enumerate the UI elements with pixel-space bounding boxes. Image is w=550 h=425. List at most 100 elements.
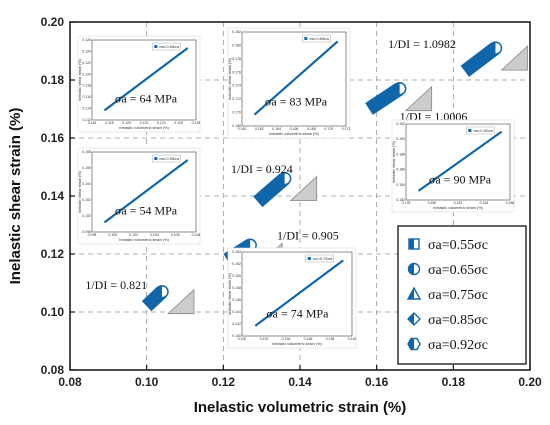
inset-y-label: Inelastic shear strain (%) [228, 272, 232, 315]
inset-y-tick: 0.106 [82, 166, 91, 170]
series-3 [253, 171, 318, 208]
inset-legend-box [302, 34, 331, 43]
series-4 [365, 81, 433, 115]
inset-y-tick: 0.098 [82, 230, 91, 234]
inset-x-tick: 0.126 [174, 121, 183, 125]
legend-entry: σa=0.85σc [428, 313, 488, 328]
inset-frame [91, 151, 197, 233]
series-end-marker-fill [393, 82, 400, 95]
inset-x-tick: 0.130 [238, 337, 247, 341]
y-tick-label: 0.08 [41, 363, 65, 377]
inset-legend-label: σa=0.65σa [159, 44, 179, 49]
inset-frame [241, 251, 353, 337]
legend: σa=0.55σc σa=0.65σc σa=0.75σc σa=0.85σc σa=0… [397, 225, 527, 365]
inset-4: 0.178 0.180 0.182 0.184 0.186 0.182 0.184 0.186… [391, 119, 514, 213]
legend-marker [406, 286, 422, 300]
inset-y-tick: 0.178 [232, 57, 241, 61]
inset-legend-label: σa=0.75σa [313, 256, 333, 261]
inset-x-label: Inelastic volumetric strain (%) [119, 126, 169, 130]
x-tick-label: 0.14 [288, 375, 312, 389]
inset-x-tick: 0.170 [324, 127, 333, 131]
inset-x-tick: 0.172 [342, 127, 351, 131]
inset-stress-label: σa = 54 MPa [115, 203, 178, 217]
inset-x-tick: 0.132 [260, 337, 269, 341]
series-end-marker-fill [156, 285, 162, 298]
inset-legend-marker [154, 45, 158, 48]
legend-entry: σa=0.65σc [428, 263, 488, 278]
inset-y-tick: 0.170 [232, 111, 241, 115]
inset-x-tick: 0.106 [171, 233, 180, 237]
inset-data-line [417, 130, 503, 192]
inset-x-tick: 0.100 [108, 233, 117, 237]
y-tick-label: 0.12 [41, 247, 65, 261]
inset-x-tick: 0.098 [88, 233, 97, 237]
inset-y-tick: 0.152 [232, 262, 241, 266]
inset-y-tick: 0.172 [232, 97, 241, 101]
inset-x-tick: 0.108 [192, 233, 201, 237]
inset-data-line [103, 47, 189, 112]
inset-x-tick: 0.182 [454, 201, 463, 205]
inset-y-label: Inelastic shear strain (%) [392, 140, 396, 183]
inset-data-line [254, 259, 344, 327]
inset-y-tick: 0.140 [232, 334, 241, 338]
inset-y-tick: 0.122 [82, 61, 91, 65]
inset-x-tick: 0.124 [157, 121, 166, 125]
slope-triangle [166, 288, 195, 315]
legend-marker-fill [408, 338, 414, 350]
inset-x-tick: 0.140 [348, 337, 357, 341]
legend-marker-fill [408, 263, 414, 275]
inset-legend-label: σa=0.92σa [473, 128, 493, 133]
legend-marker [408, 238, 420, 250]
inset-y-label: Inelastic shear strain (%) [228, 57, 232, 100]
inset-legend-marker [154, 157, 158, 160]
series-end-marker-fill [278, 172, 285, 185]
inset-y-tick: 0.186 [396, 168, 405, 172]
inset-x-tick: 0.162 [255, 127, 264, 131]
inset-y-tick: 0.114 [83, 107, 92, 111]
inset-x-tick: 0.180 [428, 201, 437, 205]
series-5 [460, 41, 528, 77]
inset-frame [405, 123, 511, 201]
inset-y-tick: 0.176 [232, 70, 241, 74]
series-end-marker-fill [489, 42, 496, 55]
inset-y-tick: 0.174 [232, 84, 241, 88]
inset-y-tick: 0.108 [82, 150, 91, 154]
inset-frame [241, 31, 347, 127]
inset-y-tick: 0.102 [82, 198, 91, 202]
x-tick-label: 0.12 [212, 375, 236, 389]
legend-marker-fill [408, 313, 414, 325]
inset-y-tick: 0.182 [232, 30, 241, 34]
y-tick-label: 0.16 [41, 131, 65, 145]
di-annotation: 1/DI = 0.821 [85, 278, 147, 292]
legend-marker [407, 312, 421, 326]
inset-y-tick: 0.148 [232, 286, 241, 290]
inset-legend-box [305, 254, 334, 263]
x-tick-label: 0.18 [442, 375, 466, 389]
inset-x-label: Inelastic volumetric strain (%) [433, 206, 483, 210]
inset-x-tick: 0.104 [150, 233, 159, 237]
inset-x-tick: 0.164 [272, 127, 281, 131]
inset-1: 0.116 0.118 0.120 0.122 0.124 0.126 0.128 0.112… [77, 35, 200, 133]
inset-y-tick: 0.184 [396, 183, 405, 187]
legend-entry: σa=0.92σc [428, 338, 488, 353]
inset-y-tick: 0.142 [232, 322, 241, 326]
inset-x-tick: 0.184 [480, 201, 489, 205]
inset-stress-label: σa = 74 MPa [266, 307, 329, 321]
legend-marker-fill [409, 239, 414, 249]
legend-marker [407, 262, 421, 276]
x-tick-label: 0.10 [135, 375, 159, 389]
series-1 [141, 284, 195, 315]
inset-y-tick: 0.100 [82, 214, 91, 218]
x-tick-label: 0.08 [58, 375, 82, 389]
legend-marker-fill [408, 288, 414, 299]
y-tick-label: 0.18 [41, 73, 65, 87]
inset-y-tick: 0.146 [232, 298, 241, 302]
inset-legend-box [466, 126, 495, 135]
slope-triangle [404, 85, 433, 112]
inset-y-tick: 0.168 [232, 124, 241, 128]
inset-x-tick: 0.120 [122, 121, 131, 125]
inset-x-tick: 0.168 [307, 127, 316, 131]
x-tick-label: 0.16 [365, 375, 389, 389]
inset-y-tick: 0.126 [82, 38, 91, 42]
